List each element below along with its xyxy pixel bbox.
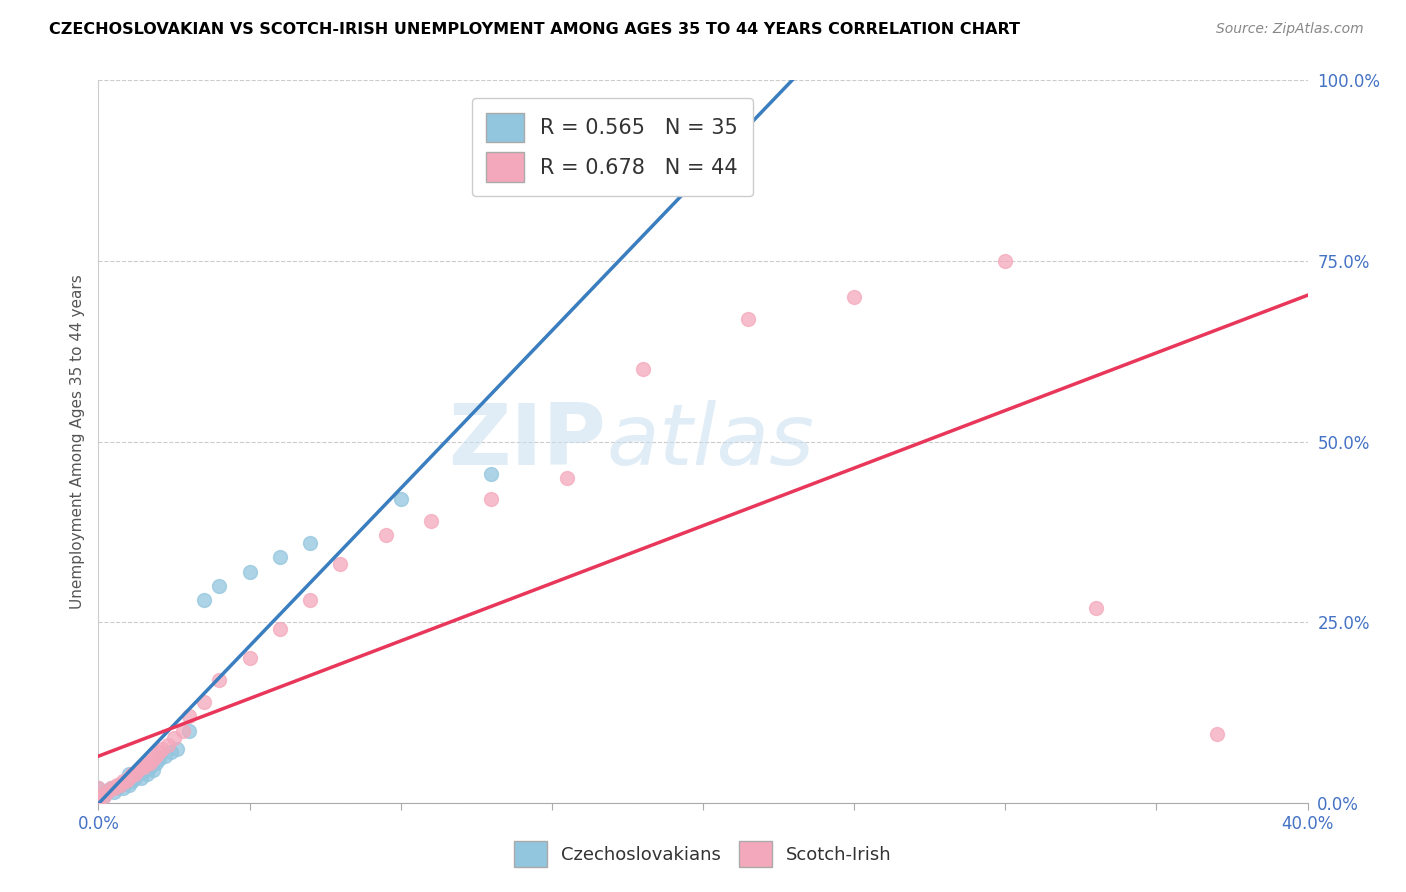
- Point: [103, 785, 125, 799]
- Point: [100, 781, 122, 796]
- Point: [148, 745, 170, 759]
- Point: [150, 741, 173, 756]
- Point: [160, 745, 183, 759]
- Point: [87, 796, 110, 810]
- Point: [156, 738, 179, 752]
- Point: [127, 767, 149, 781]
- Point: [145, 756, 167, 770]
- Point: [87, 789, 110, 803]
- Point: [269, 623, 291, 637]
- Point: [145, 748, 167, 763]
- Legend: R = 0.565   N = 35, R = 0.678   N = 44: R = 0.565 N = 35, R = 0.678 N = 44: [471, 98, 752, 196]
- Text: Source: ZipAtlas.com: Source: ZipAtlas.com: [1216, 22, 1364, 37]
- Point: [135, 767, 157, 781]
- Point: [142, 752, 165, 766]
- Point: [87, 792, 110, 806]
- Point: [374, 528, 396, 542]
- Point: [93, 789, 115, 803]
- Point: [87, 781, 110, 796]
- Text: atlas: atlas: [606, 400, 814, 483]
- Point: [299, 593, 322, 607]
- Point: [121, 774, 143, 789]
- Point: [193, 695, 215, 709]
- Point: [555, 470, 578, 484]
- Point: [87, 789, 110, 803]
- Point: [132, 760, 155, 774]
- Point: [129, 771, 152, 785]
- Legend: Czechoslovakians, Scotch-Irish: Czechoslovakians, Scotch-Irish: [508, 834, 898, 874]
- Point: [114, 774, 136, 789]
- Point: [239, 651, 262, 665]
- Point: [105, 778, 128, 792]
- Point: [269, 550, 291, 565]
- Point: [172, 723, 194, 738]
- Point: [114, 774, 136, 789]
- Point: [166, 741, 188, 756]
- Point: [163, 731, 186, 745]
- Point: [87, 796, 110, 810]
- Point: [139, 756, 162, 770]
- Point: [118, 767, 141, 781]
- Point: [844, 290, 866, 304]
- Point: [132, 764, 155, 778]
- Point: [994, 253, 1017, 268]
- Point: [87, 792, 110, 806]
- Point: [631, 362, 654, 376]
- Y-axis label: Unemployment Among Ages 35 to 44 years: Unemployment Among Ages 35 to 44 years: [69, 274, 84, 609]
- Point: [124, 771, 146, 785]
- Point: [481, 467, 503, 481]
- Point: [737, 311, 759, 326]
- Text: CZECHOSLOVAKIAN VS SCOTCH-IRISH UNEMPLOYMENT AMONG AGES 35 TO 44 YEARS CORRELATI: CZECHOSLOVAKIAN VS SCOTCH-IRISH UNEMPLOY…: [49, 22, 1021, 37]
- Point: [329, 558, 352, 572]
- Point: [87, 781, 110, 796]
- Point: [1085, 600, 1108, 615]
- Point: [108, 778, 131, 792]
- Point: [100, 781, 122, 796]
- Point: [111, 781, 134, 796]
- Point: [148, 752, 170, 766]
- Point: [139, 760, 162, 774]
- Point: [129, 760, 152, 774]
- Point: [96, 785, 118, 799]
- Point: [127, 764, 149, 778]
- Point: [153, 748, 176, 763]
- Point: [96, 785, 118, 799]
- Point: [121, 767, 143, 781]
- Point: [239, 565, 262, 579]
- Point: [111, 774, 134, 789]
- Point: [118, 771, 141, 785]
- Point: [208, 673, 231, 687]
- Point: [108, 778, 131, 792]
- Point: [142, 764, 165, 778]
- Point: [105, 781, 128, 796]
- Point: [93, 789, 115, 803]
- Text: ZIP: ZIP: [449, 400, 606, 483]
- Point: [135, 756, 157, 770]
- Point: [481, 492, 503, 507]
- Point: [193, 593, 215, 607]
- Point: [389, 492, 412, 507]
- Point: [1206, 727, 1229, 741]
- Point: [179, 723, 201, 738]
- Point: [179, 709, 201, 723]
- Point: [103, 781, 125, 796]
- Point: [124, 767, 146, 781]
- Point: [299, 535, 322, 549]
- Point: [118, 778, 141, 792]
- Point: [208, 579, 231, 593]
- Point: [420, 514, 443, 528]
